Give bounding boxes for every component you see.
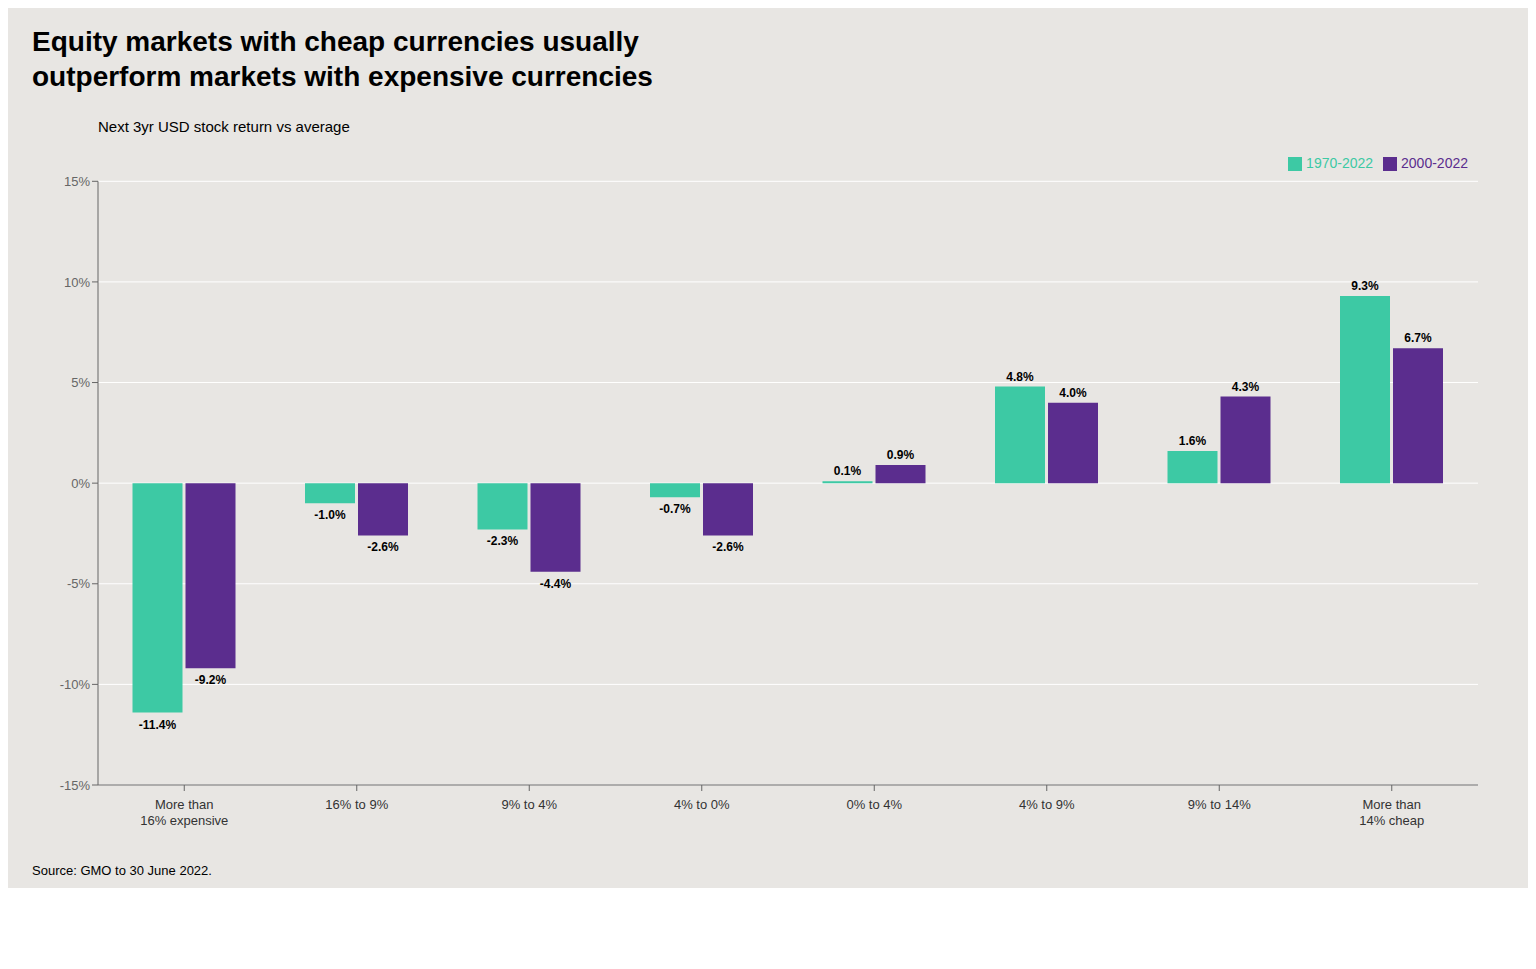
html-text:Equity markets with cheap curr: Equity markets with cheap currencies usu… — [32, 26, 653, 92]
svg-text:4.3%: 4.3% — [1232, 380, 1260, 394]
svg-text:16% to 9%: 16% to 9% — [325, 797, 388, 812]
svg-text:4% to 0%: 4% to 0% — [674, 797, 730, 812]
svg-text:0.9%: 0.9% — [887, 448, 915, 462]
svg-text:More than14% cheap: More than14% cheap — [1359, 797, 1424, 828]
svg-text:0% to 4%: 0% to 4% — [846, 797, 902, 812]
svg-text:5%: 5% — [71, 375, 90, 390]
svg-text:-0.7%: -0.7% — [659, 502, 691, 516]
svg-text:More than16% expensive: More than16% expensive — [140, 797, 228, 828]
svg-text:-2.6%: -2.6% — [712, 540, 744, 554]
svg-text:-2.6%: -2.6% — [367, 540, 399, 554]
svg-text:10%: 10% — [64, 275, 90, 290]
html-text:Next 3yr USD stock return vs a: Next 3yr USD stock return vs average — [98, 118, 350, 135]
svg-text:-9.2%: -9.2% — [195, 673, 227, 687]
svg-text:9% to 4%: 9% to 4% — [501, 797, 557, 812]
html-text:1970-2022: 1970-2022 — [1306, 155, 1373, 171]
svg-text:-2.3%: -2.3% — [487, 534, 519, 548]
svg-text:-4.4%: -4.4% — [540, 577, 572, 591]
svg-text:-15%: -15% — [60, 778, 91, 793]
svg-text:-11.4%: -11.4% — [139, 718, 177, 732]
html-text:Source: GMO to 30 June 2022.: Source: GMO to 30 June 2022. — [32, 863, 212, 878]
svg-text:4% to 9%: 4% to 9% — [1019, 797, 1075, 812]
svg-text:4.8%: 4.8% — [1006, 370, 1034, 384]
svg-text:9.3%: 9.3% — [1351, 279, 1379, 293]
svg-text:6.7%: 6.7% — [1404, 331, 1432, 345]
svg-text:15%: 15% — [64, 174, 90, 189]
svg-text:0%: 0% — [71, 476, 90, 491]
svg-text:-5%: -5% — [67, 576, 91, 591]
svg-text:0.1%: 0.1% — [834, 464, 862, 478]
html-text:2000-2022: 2000-2022 — [1401, 155, 1468, 171]
svg-text:4.0%: 4.0% — [1059, 386, 1087, 400]
svg-text:9% to 14%: 9% to 14% — [1188, 797, 1251, 812]
svg-text:-1.0%: -1.0% — [314, 508, 346, 522]
svg-text:-10%: -10% — [60, 677, 91, 692]
svg-text:1.6%: 1.6% — [1179, 434, 1207, 448]
